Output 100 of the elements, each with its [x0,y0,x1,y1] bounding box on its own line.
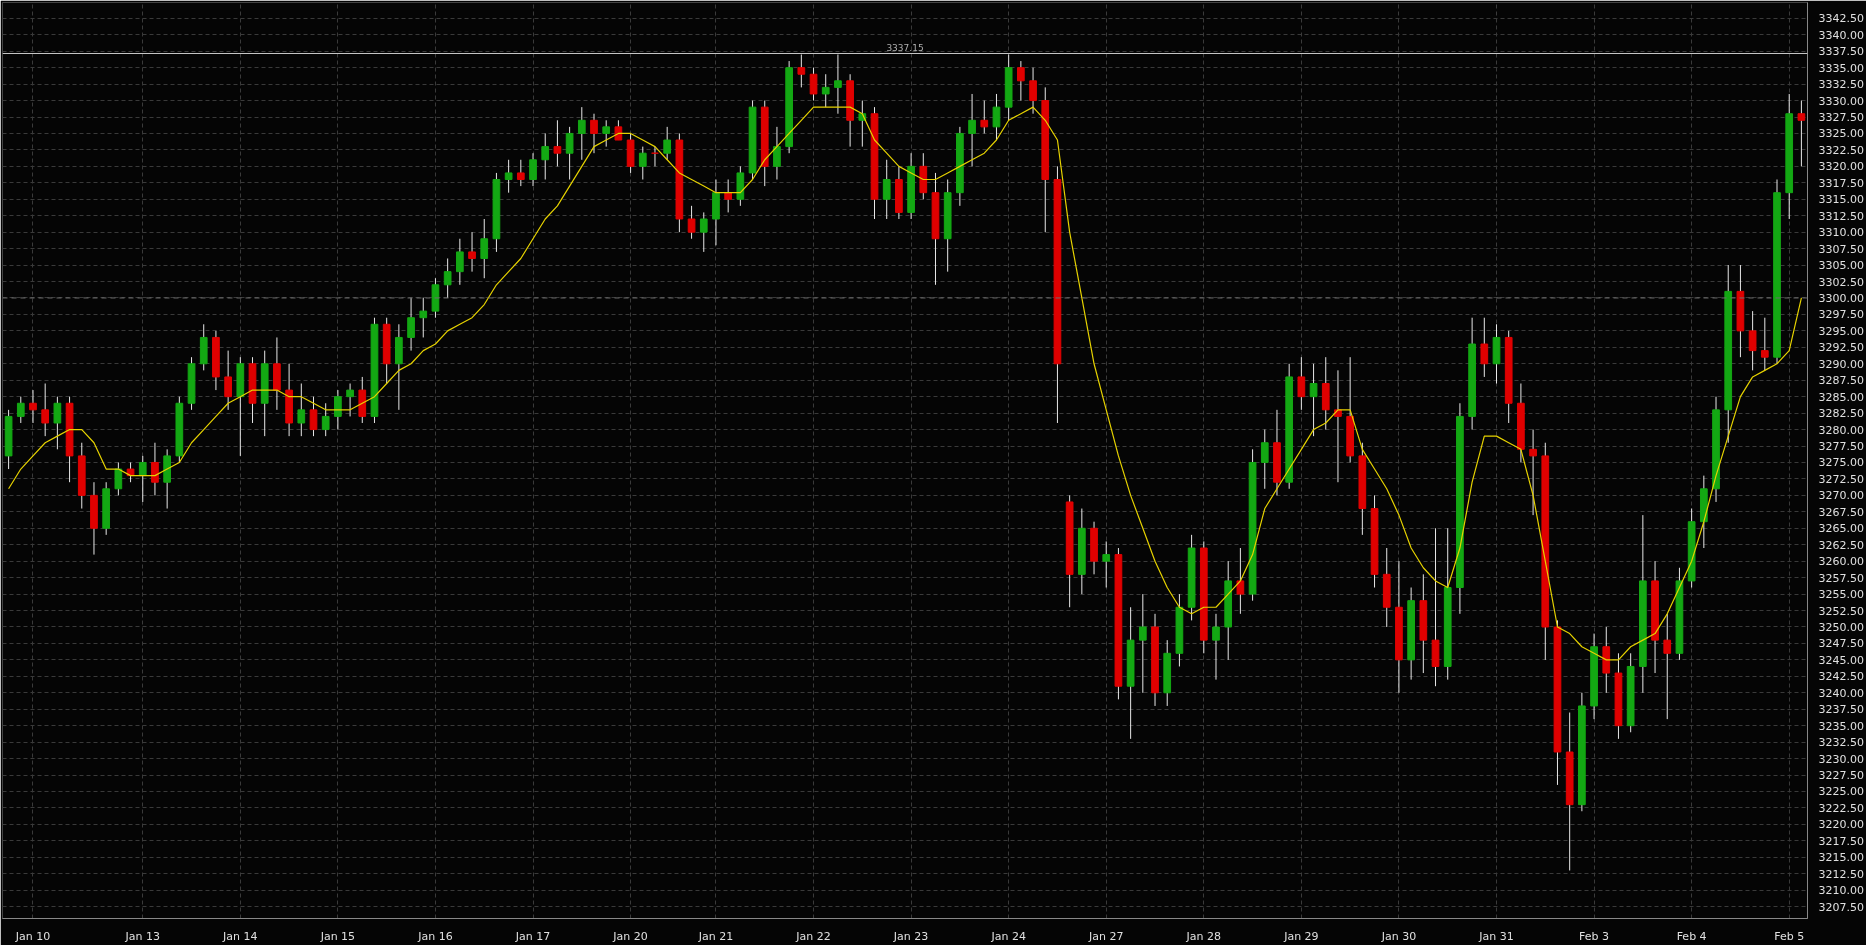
y-tick-label: 3260.00 [1818,555,1864,569]
y-tick-label: 3210.00 [1818,884,1864,898]
candlestick [590,113,598,154]
x-tick-label: Feb 4 [1676,929,1707,943]
x-tick-label: Jan 27 [1088,929,1124,943]
candlestick [1260,429,1269,490]
y-tick-label: 3292.50 [1818,341,1864,355]
y-tick-label: 3342.50 [1818,12,1864,26]
candlestick [529,152,537,187]
candlestick [480,218,489,279]
candlestick [1297,356,1306,411]
x-tick-label: Jan 21 [697,929,734,943]
x-tick-label: Jan 15 [319,929,356,943]
x-tick-label: Feb 3 [1579,929,1610,943]
candlestick [455,238,464,286]
y-tick-label: 3277.50 [1818,440,1864,454]
y-tick-label: 3302.50 [1818,275,1864,289]
y-tick-label: 3325.00 [1818,127,1864,141]
candlestick [309,396,318,437]
y-tick-label: 3242.50 [1818,670,1864,684]
y-tick-label: 3250.00 [1818,620,1864,634]
candlestick [1236,547,1245,615]
candlestick [1663,613,1672,720]
x-tick-label: Jan 14 [222,929,258,943]
x-tick-label: Jan 31 [1478,929,1514,943]
candlestick [687,205,696,240]
candlestick [1138,593,1147,694]
candlestick [1309,363,1318,437]
y-tick-label: 3255.00 [1818,588,1864,602]
y-tick-label: 3217.50 [1818,834,1864,848]
candlestick [980,100,989,134]
y-tick-label: 3275.00 [1818,456,1864,470]
candlestick [1760,317,1769,371]
y-tick-label: 3235.00 [1818,719,1864,733]
y-tick-label: 3332.50 [1818,78,1864,92]
y-tick-label: 3245.00 [1818,653,1864,667]
candlestick [321,402,330,437]
candlestick [419,297,428,338]
y-tick-label: 3207.50 [1818,900,1864,914]
candlestick [504,159,513,194]
candlestick [565,126,574,181]
y-tick-label: 3257.50 [1818,571,1864,585]
x-tick-label: Jan 13 [124,929,160,943]
candlestick [114,461,123,496]
y-tick-label: 3247.50 [1818,637,1864,651]
x-tick-label: Jan 16 [417,929,453,943]
candlestick [541,132,550,181]
y-tick-label: 3335.00 [1818,61,1864,75]
candlestick [151,442,159,496]
y-tick-label: 3312.50 [1818,209,1864,223]
candlestick [614,119,623,141]
candlestick [334,389,342,431]
y-tick-label: 3297.50 [1818,308,1864,322]
candlestick [1529,429,1537,516]
ref-line-label: 3337.15 [886,43,924,54]
candlestick [577,106,586,161]
x-tick-label: Jan 24 [990,929,1026,943]
y-tick-label: 3320.00 [1818,160,1864,174]
candlestick [773,126,781,181]
candlestick [16,396,25,424]
x-tick-label: Jan 22 [795,929,831,943]
y-tick-label: 3280.00 [1818,423,1864,437]
candlestick [138,455,147,503]
x-tick-label: Jan 20 [612,929,648,943]
candlestick [797,53,806,88]
x-tick-label: Jan 10 [14,929,51,943]
candlestick [407,297,415,352]
line-series [8,106,1802,661]
y-tick-label: 3322.50 [1818,143,1864,157]
y-tick-label: 3265.00 [1818,522,1864,536]
y-tick-label: 3270.00 [1818,489,1864,503]
y-tick-label: 3282.50 [1818,407,1864,421]
candlestick [224,350,232,411]
y-tick-label: 3240.00 [1818,686,1864,700]
y-tick-label: 3305.00 [1818,259,1864,273]
candlestick [602,119,611,148]
y-tick-label: 3225.00 [1818,785,1864,799]
candlestick [992,93,1001,141]
y-tick-label: 3252.50 [1818,604,1864,618]
x-tick-label: Feb 5 [1774,929,1805,943]
y-tick-label: 3300.00 [1818,291,1864,305]
x-tick-label: Jan 28 [1185,929,1222,943]
candlestick [297,383,306,437]
candlestick [1212,613,1220,681]
y-tick-label: 3290.00 [1818,357,1864,371]
candlestick [882,159,891,220]
candlestick [638,146,647,181]
y-tick-label: 3267.50 [1818,505,1864,519]
y-tick-label: 3330.00 [1818,94,1864,108]
candlestick [553,119,562,167]
y-tick-label: 3230.00 [1818,752,1864,766]
x-tick-label: Jan 17 [514,929,551,943]
candlestick [1029,67,1037,115]
y-tick-label: 3227.50 [1818,769,1864,783]
y-tick-label: 3237.50 [1818,703,1864,717]
y-tick-label: 3327.50 [1818,111,1864,124]
candlestick [1102,540,1111,588]
candlestick [29,389,37,424]
y-tick-label: 3232.50 [1818,736,1864,750]
y-tick-label: 3222.50 [1818,801,1864,815]
